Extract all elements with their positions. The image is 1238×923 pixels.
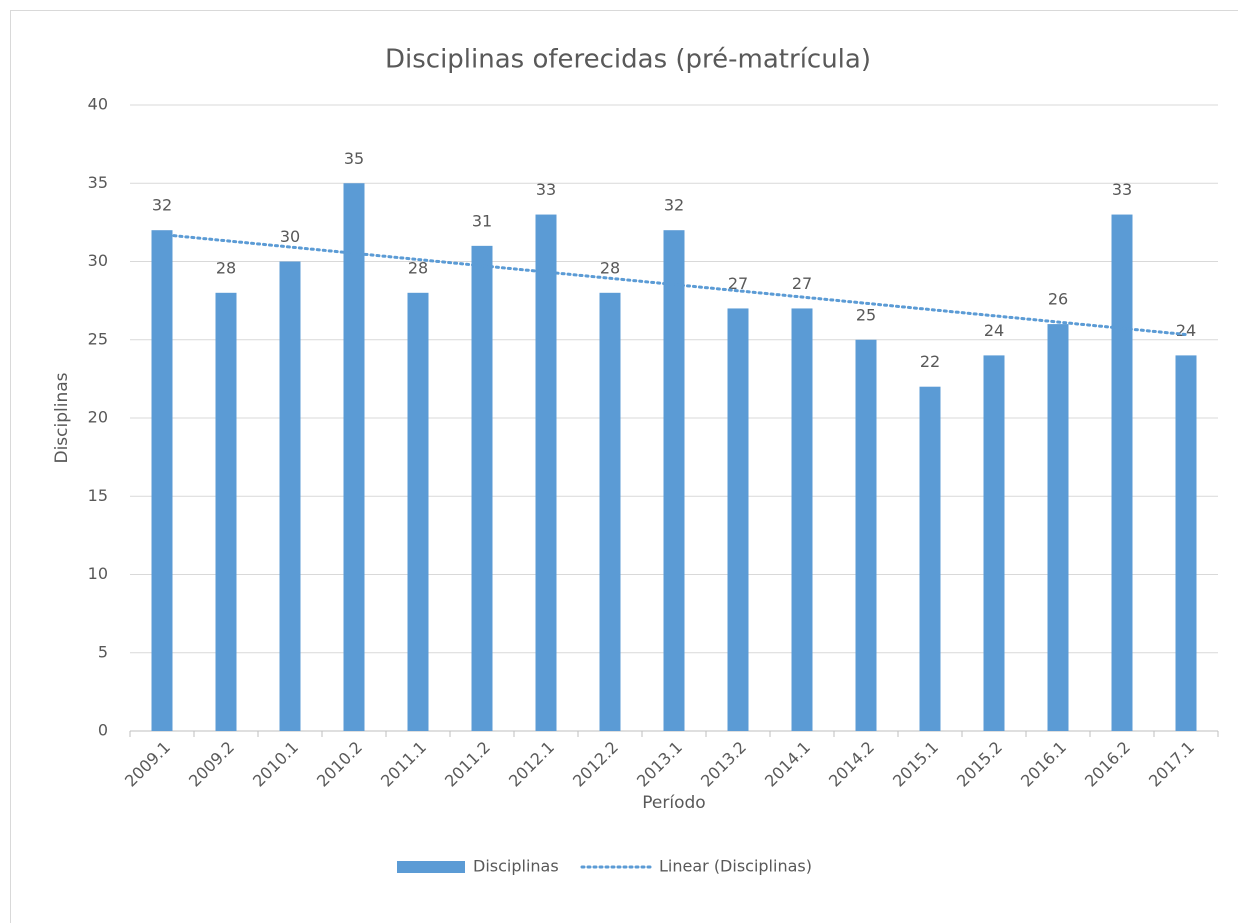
bar [151,230,173,731]
y-axis-label: Disciplinas [52,372,72,463]
data-label: 35 [344,149,364,168]
bar [983,355,1005,731]
bar [279,261,301,731]
bar [663,230,685,731]
bar [471,245,493,731]
data-label: 32 [152,196,172,215]
bar [1111,214,1133,732]
data-label: 31 [472,211,492,230]
y-tick-label: 0 [98,721,108,740]
y-tick-label: 35 [88,173,108,192]
data-label: 24 [984,321,1004,340]
data-label: 22 [920,352,940,371]
bar [599,292,621,731]
bar [791,308,813,731]
data-label: 30 [280,227,300,246]
data-label: 24 [1176,321,1196,340]
y-tick-label: 20 [88,408,108,427]
data-label: 28 [408,258,428,277]
y-tick-label: 5 [98,642,108,661]
bar [727,308,749,731]
data-label: 33 [1112,180,1132,199]
bar [407,292,429,731]
data-label: 33 [536,180,556,199]
data-label: 27 [728,274,748,293]
bar [1047,324,1069,731]
y-tick-label: 30 [88,251,108,270]
legend-swatch [397,861,465,873]
bar [343,183,365,731]
bar [215,292,237,731]
x-axis-label: Período [642,793,705,813]
data-label: 25 [856,305,876,324]
bar [535,214,557,732]
y-tick-label: 40 [88,95,108,114]
chart-title: Disciplinas oferecidas (pré-matrícula) [385,45,871,75]
y-tick-label: 25 [88,329,108,348]
bar [919,386,941,731]
data-label: 28 [600,258,620,277]
data-label: 26 [1048,290,1068,309]
bar [855,339,877,731]
data-label: 27 [792,274,812,293]
trendline [160,232,1188,337]
y-tick-label: 15 [88,486,108,505]
bar [1175,355,1197,731]
legend-label: Linear (Disciplinas) [659,857,812,876]
data-label: 32 [664,196,684,215]
chart-border [10,10,1238,923]
y-tick-label: 10 [88,564,108,583]
legend-label: Disciplinas [473,857,559,876]
data-label: 28 [216,258,236,277]
